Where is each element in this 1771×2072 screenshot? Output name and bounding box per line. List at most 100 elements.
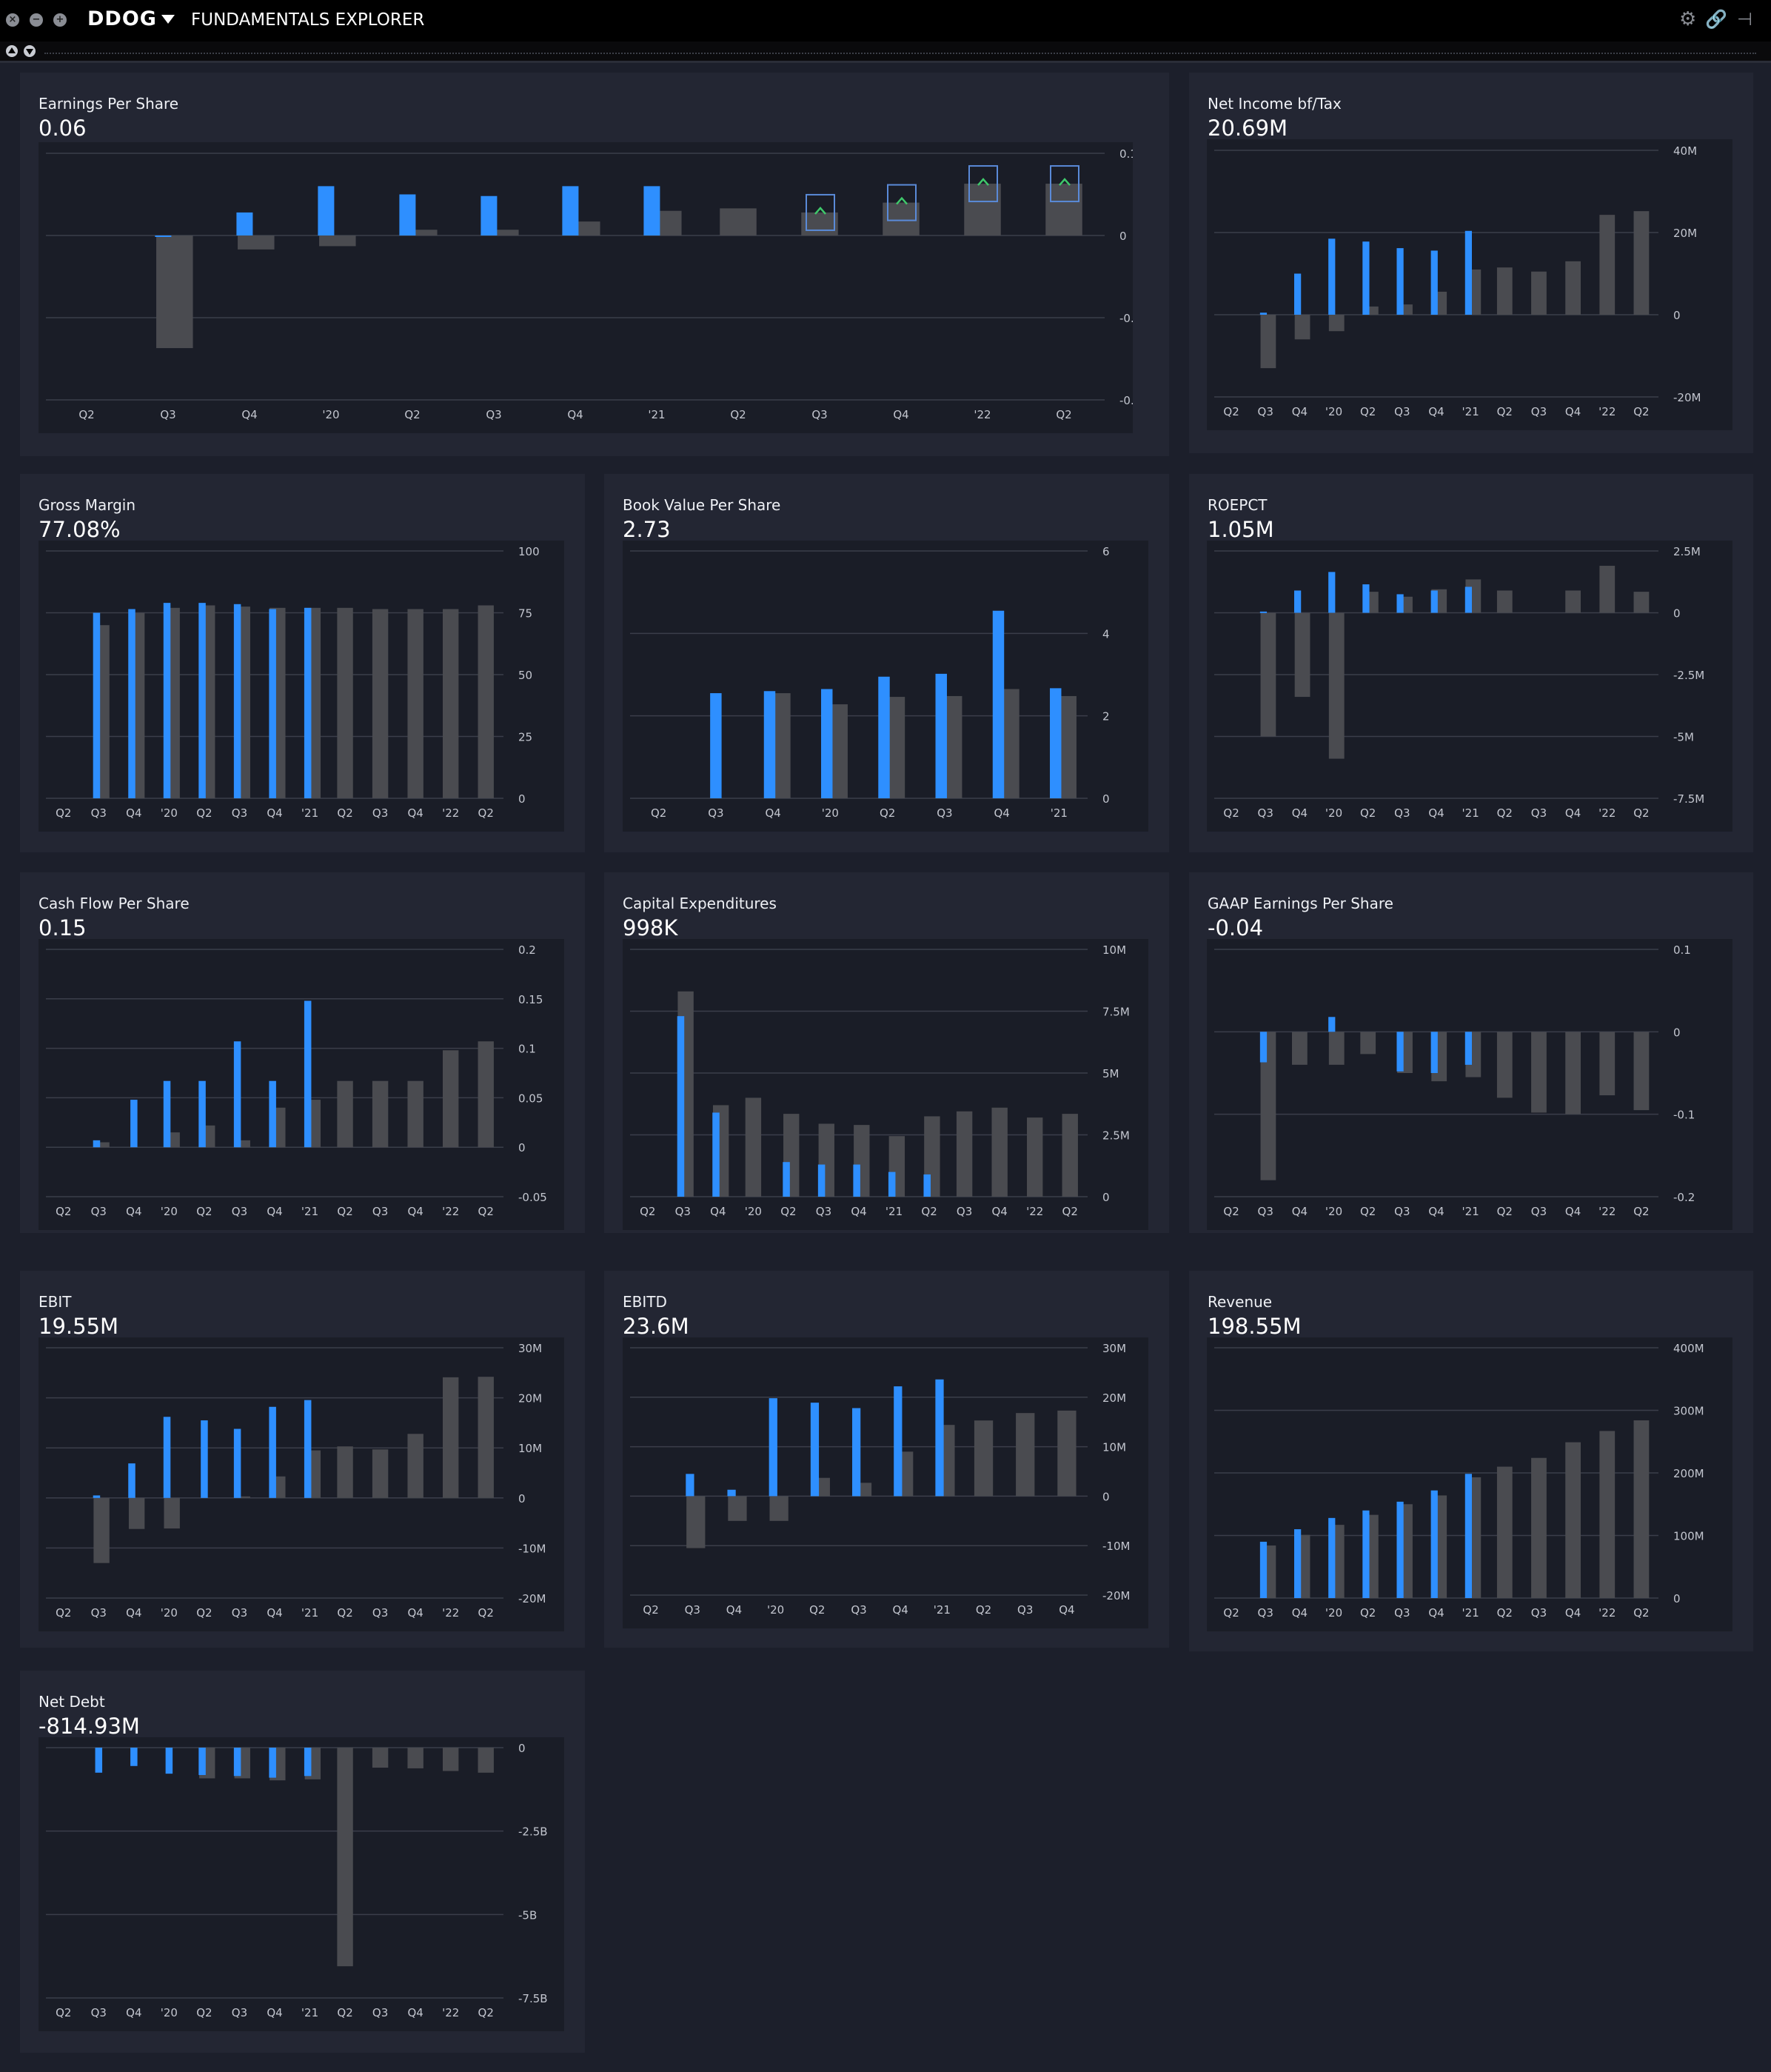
- panel-value: 2.73: [623, 517, 671, 542]
- x-tick-label: '20: [1325, 806, 1342, 820]
- x-tick-label: '20: [767, 1603, 784, 1617]
- x-tick-label: Q2: [56, 2006, 71, 2019]
- estimate-bar: [1599, 1032, 1616, 1096]
- chart-svg: 100 75 50 25 0 Q2 Q3 Q4 '20 Q2 Q3 Q4 '21 Q2 Q3 Q4 '22 Q2: [46, 545, 540, 820]
- estimate-bar: [686, 1496, 706, 1548]
- actual-bar: [399, 194, 416, 235]
- x-tick-label: Q4: [241, 408, 257, 421]
- x-tick-label: Q2: [780, 1205, 796, 1218]
- estimate-bar: [1026, 1117, 1043, 1197]
- estimate-bar: [1062, 1114, 1078, 1197]
- actual-bar: [93, 1140, 101, 1148]
- actual-bar: [852, 1408, 861, 1497]
- y-tick-label: 0: [1102, 1490, 1110, 1503]
- actual-bar: [1464, 230, 1472, 315]
- x-tick-label: Q2: [1360, 1606, 1376, 1620]
- estimate-bar: [478, 1377, 494, 1498]
- ticker-selector[interactable]: DDOG: [87, 7, 157, 30]
- bar-chart[interactable]: 0.1 0 -0.1 -0.2 Q2 Q3 Q4 '20 Q2 Q3 Q4 '21 Q2 Q3 Q4 '22 Q…: [38, 142, 1141, 433]
- x-tick-label: '20: [322, 408, 339, 421]
- actual-bar: [233, 1428, 241, 1498]
- x-tick-label: Q3: [372, 1606, 388, 1620]
- x-tick-label: Q2: [1633, 405, 1649, 418]
- y-tick-label: -10M: [1102, 1540, 1130, 1553]
- link-icon[interactable]: 🔗: [1705, 9, 1727, 30]
- sort-down-icon[interactable]: [24, 45, 36, 57]
- x-tick-label: Q4: [893, 408, 908, 421]
- y-tick-label: 2: [1102, 710, 1110, 723]
- x-tick-label: Q2: [1633, 1606, 1649, 1620]
- bar-chart[interactable]: 30M 20M 10M 0 -10M -20M Q2 Q3 Q4 '20 Q2 Q3 Q4 '21 Q2 Q3…: [38, 1337, 564, 1631]
- actual-bar: [1328, 1017, 1336, 1032]
- dropdown-caret-icon[interactable]: [161, 15, 175, 24]
- x-tick-label: Q2: [1497, 806, 1513, 820]
- settings-icon[interactable]: ⚙: [1679, 8, 1697, 30]
- actual-bar: [233, 1041, 241, 1148]
- bar-chart[interactable]: 0.2 0.15 0.1 0.05 0 -0.05 Q2 Q3 Q4 '20 Q2 Q3 Q4 '21 Q2…: [38, 939, 564, 1230]
- sort-up-icon[interactable]: [6, 45, 18, 57]
- panel-title: Gross Margin: [38, 496, 136, 514]
- panel-value: -814.93M: [38, 1714, 140, 1739]
- x-tick-label: Q2: [1497, 405, 1513, 418]
- panel-title: GAAP Earnings Per Share: [1208, 895, 1393, 912]
- x-tick-label: Q2: [478, 806, 494, 820]
- estimate-bar: [1565, 261, 1581, 315]
- x-tick-label: Q2: [643, 1603, 658, 1617]
- bar-chart[interactable]: 6 4 2 0 Q2 Q3 Q4 '20 Q2 Q3 Q4 '21: [623, 541, 1148, 832]
- actual-bar: [810, 1403, 820, 1497]
- x-tick-label: Q4: [765, 806, 780, 820]
- estimate-bar: [372, 1080, 389, 1148]
- actual-bar: [304, 1400, 312, 1498]
- chart-svg: 0.1 0 -0.1 -0.2 Q2 Q3 Q4 '20 Q2 Q3 Q4 '21 Q2 Q3 Q4 '22 Q…: [1214, 943, 1695, 1218]
- actual-bar: [878, 676, 890, 798]
- close-icon[interactable]: ×: [6, 13, 19, 27]
- panel-title: Cash Flow Per Share: [38, 895, 190, 912]
- estimate-bar: [1531, 271, 1547, 315]
- bar-chart[interactable]: 0.1 0 -0.1 -0.2 Q2 Q3 Q4 '20 Q2 Q3 Q4 '21 Q2 Q3 Q4 '22 Q…: [1207, 939, 1732, 1230]
- pin-icon[interactable]: ⊣: [1737, 9, 1752, 30]
- actual-bar: [1430, 250, 1438, 315]
- estimate-bar: [1565, 1442, 1581, 1598]
- y-tick-label: -20M: [518, 1592, 546, 1605]
- estimate-bar: [1496, 267, 1513, 315]
- x-tick-label: Q4: [407, 2006, 423, 2019]
- estimate-bar: [1565, 590, 1581, 613]
- bar-chart[interactable]: 2.5M 0 -2.5M -5M -7.5M Q2 Q3 Q4 '20 Q2 Q3 Q4 '21 Q2 Q3…: [1207, 541, 1732, 832]
- bar-chart[interactable]: 10M 7.5M 5M 2.5M 0 Q2 Q3 Q4 '20 Q2 Q3 Q4 '21 Q2 Q3 Q4 '2…: [623, 939, 1148, 1230]
- x-tick-label: Q3: [232, 1606, 247, 1620]
- maximize-icon[interactable]: +: [53, 13, 67, 27]
- minimize-icon[interactable]: −: [30, 13, 43, 27]
- bar-chart[interactable]: 0 -2.5B -5B -7.5B Q2 Q3 Q4 '20 Q2 Q3 Q4 '21 Q2 Q3 Q4 '2…: [38, 1737, 564, 2031]
- beat-marker: [1050, 165, 1079, 203]
- bar-chart[interactable]: 400M 300M 200M 100M 0 Q2 Q3 Q4 '20 Q2 Q3 Q4 '21 Q2 Q3 Q…: [1207, 1337, 1732, 1631]
- estimate-bar: [93, 1497, 110, 1563]
- beat-marker: [968, 165, 998, 203]
- actual-bar: [269, 609, 276, 798]
- estimate-bar: [1328, 315, 1345, 332]
- estimate-bar: [1016, 1413, 1035, 1497]
- actual-bar: [1328, 238, 1336, 315]
- bar-chart[interactable]: 30M 20M 10M 0 -10M -20M Q2 Q3 Q4 '20 Q2 Q3 Q4 '21 Q2 Q3…: [623, 1337, 1148, 1628]
- panel-value: 998K: [623, 915, 678, 940]
- panel-title: Net Income bf/Tax: [1208, 95, 1342, 113]
- y-tick-label: 40M: [1673, 144, 1697, 158]
- estimate-bar: [442, 1748, 459, 1771]
- x-tick-label: '22: [1598, 1606, 1616, 1620]
- actual-bar: [481, 195, 498, 235]
- chart-svg: 0 -2.5B -5B -7.5B Q2 Q3 Q4 '20 Q2 Q3 Q4 '21 Q2 Q3 Q4 '2…: [46, 1742, 548, 2019]
- bar-chart[interactable]: 100 75 50 25 0 Q2 Q3 Q4 '20 Q2 Q3 Q4 '21 Q2 Q3 Q4 '22 Q2: [38, 541, 564, 832]
- x-tick-label: Q3: [811, 408, 827, 421]
- estimate-bar: [1045, 184, 1082, 235]
- panel-title: EBIT: [38, 1293, 72, 1311]
- estimate-bar: [407, 1748, 424, 1768]
- bar-chart[interactable]: 40M 20M 0 -20M Q2 Q3 Q4 '20 Q2 Q3 Q4 '21 Q2 Q3 Q4 '22 Q2: [1207, 139, 1732, 430]
- estimate-bar: [442, 1050, 459, 1148]
- y-tick-label: 0.1: [518, 1043, 536, 1056]
- estimate-bar: [1496, 1466, 1513, 1598]
- x-tick-label: Q2: [478, 1205, 494, 1218]
- x-tick-label: Q2: [1062, 1205, 1078, 1218]
- x-tick-label: Q4: [126, 806, 141, 820]
- x-tick-label: Q4: [726, 1603, 742, 1617]
- x-tick-label: '22: [442, 1606, 459, 1620]
- x-tick-label: Q3: [91, 1205, 107, 1218]
